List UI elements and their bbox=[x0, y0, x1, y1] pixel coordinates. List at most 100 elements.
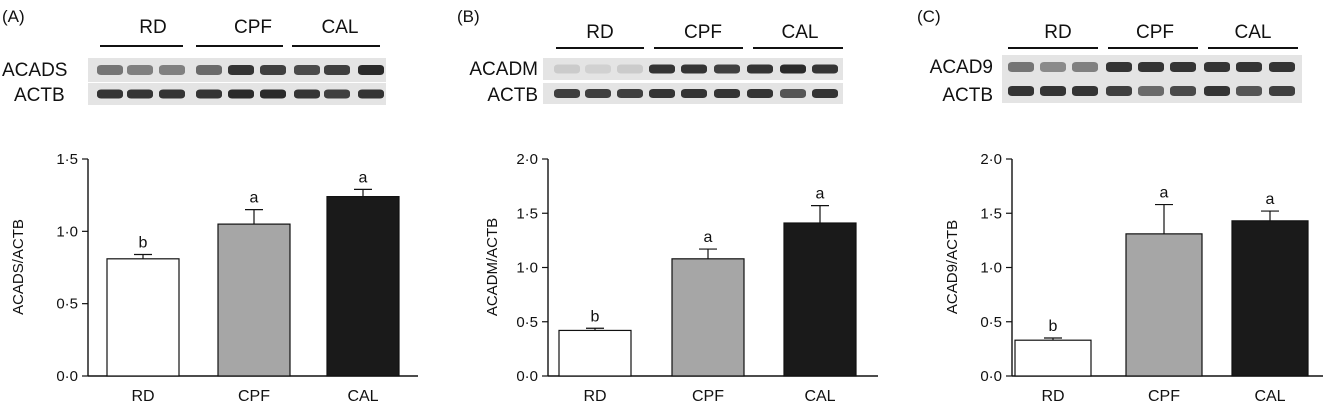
bar-rd bbox=[1014, 339, 1092, 377]
bar-cpf bbox=[1125, 233, 1203, 377]
blot-group-label-cpf: CPF bbox=[684, 22, 722, 43]
blot-band bbox=[1170, 86, 1196, 96]
y-tick-label: 0·5 bbox=[56, 296, 78, 313]
blot-band bbox=[97, 65, 123, 75]
y-tick-label: 1·0 bbox=[56, 223, 78, 240]
y-axis-label: ACADS/ACTB bbox=[10, 219, 27, 315]
panel-0: (A) RD CPF CAL ACADS ACTB 0·0 0·5 1·0 1·5 ACADS/AC… bbox=[2, 7, 418, 405]
y-tick-label: 1·5 bbox=[56, 151, 78, 168]
y-tick-label: 1·0 bbox=[516, 260, 538, 277]
blot-band bbox=[159, 65, 185, 75]
x-tick-label: CAL bbox=[347, 388, 378, 405]
bar-rd bbox=[106, 258, 180, 377]
blot-band bbox=[1204, 62, 1230, 72]
blot-band bbox=[1040, 62, 1066, 72]
panel-letter: (A) bbox=[2, 7, 25, 26]
blot-band bbox=[294, 89, 320, 99]
blot-band bbox=[260, 89, 286, 99]
x-tick-label: CAL bbox=[804, 388, 835, 405]
blot-group-label-cal: CAL bbox=[1235, 22, 1272, 43]
bar-cpf bbox=[217, 223, 291, 377]
y-tick-label: 0·0 bbox=[56, 368, 78, 385]
blot-row-label: ACADS bbox=[2, 60, 67, 81]
significance-label: b bbox=[1049, 318, 1058, 335]
blot-row-label: ACTB bbox=[14, 85, 65, 106]
y-tick-label: 1·5 bbox=[980, 205, 1002, 222]
panel-letter: (B) bbox=[457, 7, 480, 26]
blot-band bbox=[681, 89, 707, 98]
blot-group-label-cpf: CPF bbox=[1136, 22, 1174, 43]
blot-band bbox=[1269, 62, 1295, 72]
blot-band bbox=[1170, 62, 1196, 72]
blot-band bbox=[1040, 86, 1066, 96]
y-tick-label: 2·0 bbox=[980, 151, 1002, 168]
blot-band bbox=[714, 89, 740, 98]
blot-band bbox=[196, 89, 222, 99]
blot-band bbox=[617, 89, 643, 98]
blot-band bbox=[358, 65, 384, 75]
blot-band bbox=[228, 65, 254, 75]
y-tick-label: 1·0 bbox=[980, 260, 1002, 277]
blot-row-label: ACTB bbox=[942, 85, 993, 106]
blot-band bbox=[228, 89, 254, 99]
blot-band bbox=[1072, 62, 1098, 72]
significance-label: a bbox=[250, 190, 259, 207]
blot-band bbox=[294, 65, 320, 75]
bar-cal bbox=[783, 222, 857, 377]
blot-band bbox=[1008, 62, 1034, 72]
blot-band bbox=[1008, 86, 1034, 96]
blot-band bbox=[1138, 62, 1164, 72]
blot-band bbox=[127, 65, 153, 75]
blot-band bbox=[260, 65, 286, 75]
significance-label: a bbox=[359, 169, 368, 186]
y-tick-label: 0·5 bbox=[516, 314, 538, 331]
blot-band bbox=[812, 89, 838, 98]
blot-band bbox=[1269, 86, 1295, 96]
blot-band bbox=[747, 89, 773, 98]
blot-band bbox=[1072, 86, 1098, 96]
y-tick-label: 2·0 bbox=[516, 151, 538, 168]
blot-row-label: ACADM bbox=[469, 59, 538, 80]
x-tick-label: CPF bbox=[238, 388, 270, 405]
y-tick-label: 0·0 bbox=[516, 368, 538, 385]
blot-band bbox=[747, 64, 773, 74]
y-tick-label: 0·0 bbox=[980, 368, 1002, 385]
blot-band bbox=[1236, 62, 1262, 72]
blot-band bbox=[1236, 86, 1262, 96]
significance-label: a bbox=[1266, 191, 1275, 208]
blot-band bbox=[358, 89, 384, 99]
x-tick-label: RD bbox=[583, 388, 606, 405]
blot-band bbox=[554, 89, 580, 98]
blot-band bbox=[585, 89, 611, 98]
significance-label: b bbox=[591, 308, 600, 325]
blot-band bbox=[196, 65, 222, 75]
blot-band bbox=[649, 64, 675, 74]
significance-label: a bbox=[816, 186, 825, 203]
bar-rd bbox=[558, 329, 632, 377]
blot-band bbox=[1204, 86, 1230, 96]
blot-group-label-cpf: CPF bbox=[234, 17, 272, 38]
blot-group-label-cal: CAL bbox=[322, 17, 359, 38]
blot-band bbox=[780, 89, 806, 98]
panel-letter: (C) bbox=[917, 7, 941, 26]
x-tick-label: CPF bbox=[692, 388, 724, 405]
x-tick-label: CPF bbox=[1148, 388, 1180, 405]
significance-label: b bbox=[139, 234, 148, 251]
blot-band bbox=[324, 65, 350, 75]
panel-1: (B) RD CPF CAL ACADM ACTB 0·0 0·5 1·0 1·5 2·0 ACADM… bbox=[457, 7, 878, 405]
blot-band bbox=[1106, 86, 1132, 96]
panel-2: (C) RD CPF CAL ACAD9 ACTB 0·0 0·5 1·0 1·5 2·0 ACAD9… bbox=[917, 7, 1323, 405]
blot-group-label-cal: CAL bbox=[782, 22, 819, 43]
blot-band bbox=[127, 89, 153, 99]
blot-band bbox=[1106, 62, 1132, 72]
blot-band bbox=[97, 89, 123, 99]
blot-band bbox=[617, 64, 643, 74]
blot-row-label: ACTB bbox=[487, 85, 538, 106]
x-tick-label: RD bbox=[1041, 388, 1064, 405]
blot-band bbox=[780, 64, 806, 74]
blot-band bbox=[1138, 86, 1164, 96]
significance-label: a bbox=[704, 229, 713, 246]
x-tick-label: RD bbox=[131, 388, 154, 405]
blot-group-label-rd: RD bbox=[586, 22, 613, 43]
